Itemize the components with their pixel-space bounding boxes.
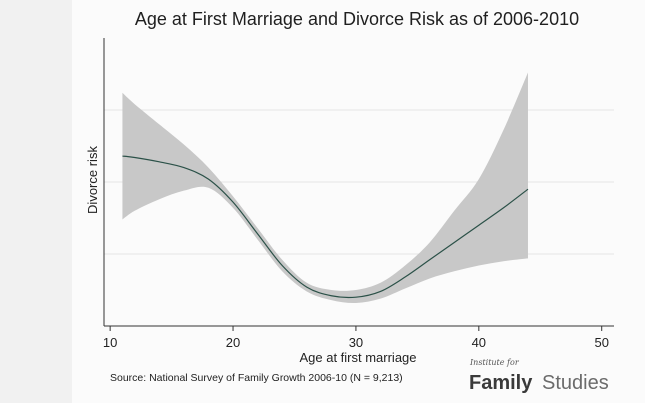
- chart-title: Age at First Marriage and Divorce Risk a…: [135, 9, 579, 29]
- y-axis-label: Divorce risk: [85, 146, 100, 214]
- source-note: Source: National Survey of Family Growth…: [110, 372, 403, 384]
- brand-name-bold: Family: [469, 372, 533, 394]
- left-gutter: [0, 0, 72, 403]
- x-axis-label: Age at first marriage: [299, 350, 416, 365]
- divorce-risk-line: [122, 155, 529, 299]
- chart-panel: [72, 0, 645, 403]
- x-tick-label-30: 30: [349, 335, 363, 350]
- institute-for-family-studies-logo: Institute for Family Studies: [469, 358, 609, 394]
- axes: [103, 38, 614, 327]
- x-tick-label-40: 40: [472, 335, 486, 350]
- x-axis-ticks: 10 20 30 40 50: [103, 326, 609, 350]
- brand-name-light: Studies: [542, 372, 609, 394]
- x-tick-label-10: 10: [103, 335, 117, 350]
- brand-tagline: Institute for: [469, 358, 520, 367]
- x-tick-label-50: 50: [594, 335, 608, 350]
- x-tick-label-20: 20: [226, 335, 240, 350]
- confidence-band: [122, 72, 528, 303]
